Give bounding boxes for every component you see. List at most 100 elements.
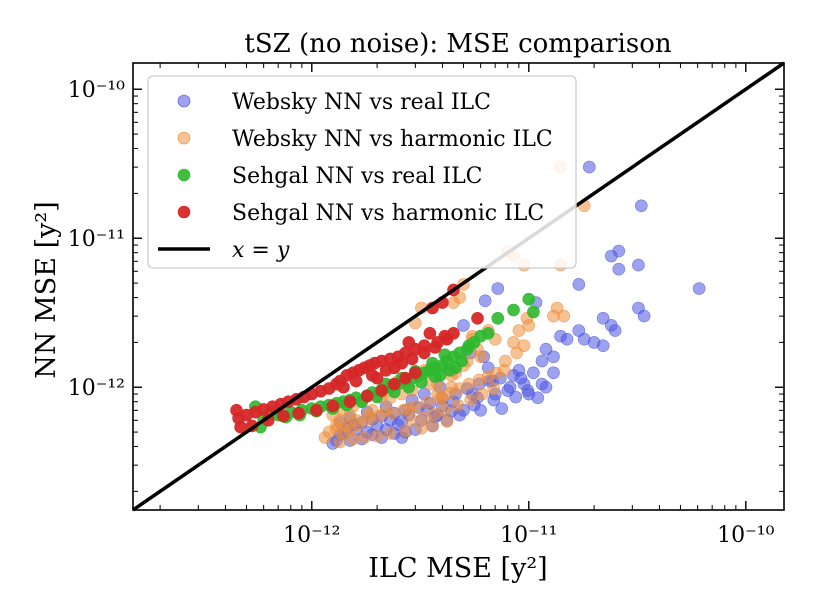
chart-title: tSZ (no noise): MSE comparison (244, 29, 671, 59)
data-point (438, 348, 452, 362)
data-point (491, 311, 505, 325)
data-point (373, 409, 386, 423)
data-point (440, 415, 454, 428)
data-point (415, 421, 428, 435)
data-point (608, 324, 622, 337)
reference-line-x-equals-y (132, 61, 785, 512)
data-point (632, 258, 645, 272)
data-point (510, 346, 524, 360)
data-point (346, 432, 360, 446)
data-point (408, 366, 422, 380)
data-point (383, 427, 397, 440)
data-point (475, 387, 489, 401)
data-point (442, 386, 456, 400)
data-point (527, 366, 540, 380)
data-point (557, 309, 571, 323)
legend-label: Websky NN vs real ILC (232, 90, 491, 115)
data-point (326, 399, 340, 413)
x-tick-label: 10⁻¹⁰ (717, 523, 774, 548)
y-tick-label: 10⁻¹² (68, 376, 125, 401)
data-point (503, 380, 517, 394)
data-point (426, 356, 439, 370)
legend-marker (177, 94, 191, 108)
data-point (385, 406, 399, 420)
data-point (535, 377, 549, 391)
data-point (572, 324, 586, 337)
data-point (507, 303, 520, 317)
legend-marker (177, 205, 191, 219)
legend-label: x = y (232, 238, 290, 263)
data-point (596, 339, 610, 353)
data-point (387, 377, 401, 391)
data-point (370, 429, 384, 443)
data-point (632, 301, 645, 315)
x-tick-label: 10⁻¹² (283, 523, 340, 548)
data-point (507, 336, 520, 349)
data-point (417, 346, 431, 360)
data-point (343, 395, 357, 409)
data-point (277, 409, 290, 423)
data-point (447, 296, 460, 309)
series-4 (230, 283, 484, 434)
data-points (230, 160, 706, 450)
data-point (349, 374, 363, 388)
data-point (539, 342, 553, 356)
legend-box (147, 75, 577, 269)
data-point (604, 249, 618, 263)
x-tick-label: 10⁻¹¹ (500, 523, 557, 548)
data-point (554, 329, 567, 343)
data-point (471, 311, 484, 325)
data-point (547, 366, 560, 380)
data-point (292, 406, 306, 420)
data-point (365, 369, 379, 382)
data-point (405, 352, 419, 366)
legend-label: Sehgal NN vs real ILC (232, 164, 483, 189)
data-point (449, 361, 462, 375)
data-point (405, 413, 419, 427)
data-point (375, 384, 389, 397)
data-point (358, 431, 371, 444)
data-point (330, 418, 343, 432)
legend-label: Sehgal NN vs harmonic ILC (232, 201, 544, 226)
data-point (352, 418, 366, 432)
data-point (487, 382, 501, 395)
data-point (433, 369, 447, 382)
data-point (438, 403, 452, 417)
data-point (399, 424, 412, 438)
data-point (402, 336, 416, 349)
data-point (495, 402, 509, 415)
data-point (634, 199, 648, 213)
data-point (420, 396, 434, 409)
data-point (478, 294, 492, 308)
legend: Websky NN vs real ILC Websky NN vs harmon… (147, 75, 577, 269)
data-point (438, 329, 452, 343)
y-tick-label: 10⁻¹¹ (68, 227, 125, 252)
x-axis-label: ILC MSE [y²] (368, 553, 547, 584)
y-axis-label: NN MSE [y²] (31, 201, 62, 378)
data-point (512, 324, 526, 337)
data-point (333, 435, 347, 449)
data-point (527, 305, 540, 319)
data-point (509, 390, 523, 404)
y-tick-label: 10⁻¹⁰ (68, 78, 125, 103)
data-point (491, 282, 505, 295)
data-point (423, 326, 437, 340)
legend-label: Websky NN vs harmonic ILC (232, 127, 553, 152)
data-point (582, 160, 596, 174)
data-point (550, 301, 564, 315)
data-point (360, 389, 374, 403)
legend-marker (177, 131, 191, 145)
plot-frame (132, 62, 785, 511)
data-point (487, 393, 501, 407)
data-point (457, 319, 470, 332)
data-point (428, 341, 442, 354)
data-point (417, 410, 431, 424)
data-point (596, 311, 610, 325)
data-point (692, 282, 706, 295)
legend-marker (177, 168, 191, 182)
data-point (415, 375, 428, 389)
data-point (535, 354, 549, 368)
data-point (451, 398, 464, 412)
data-point (310, 403, 323, 417)
